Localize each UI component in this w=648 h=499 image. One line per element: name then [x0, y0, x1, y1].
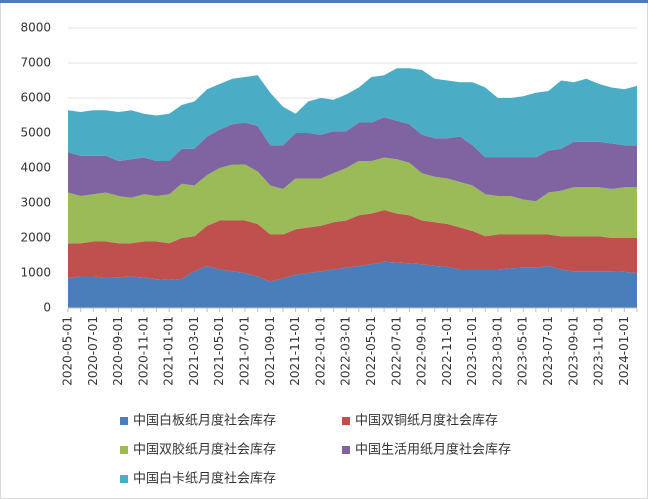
x-tick-label: 2021-03-01	[187, 316, 201, 386]
legend-swatch	[342, 446, 350, 454]
x-tick-label: 2020-05-01	[61, 316, 75, 386]
x-tick-label: 2023-11-01	[592, 316, 606, 386]
y-tick-label: 8000	[20, 21, 51, 35]
y-tick-label: 4000	[20, 161, 51, 175]
axes: 0 1000 2000 3000 4000 5000 6000 7000 8000 2020-05…	[20, 21, 638, 386]
x-tick-label: 2023-01-01	[465, 316, 479, 386]
x-tick-label: 2022-01-01	[313, 316, 327, 386]
y-tick-label: 1000	[20, 266, 51, 280]
x-tick-label: 2023-07-01	[541, 316, 555, 386]
x-tick-label: 2023-03-01	[490, 316, 504, 386]
area-series	[68, 157, 637, 244]
x-tick-label: 2021-09-01	[263, 316, 277, 386]
y-tick-label: 2000	[20, 231, 51, 245]
x-tick-label: 2022-05-01	[364, 316, 378, 386]
legend-label: 中国双胶纸月度社会库存	[133, 442, 276, 458]
y-tick-label: 7000	[20, 56, 51, 70]
y-tick-label: 6000	[20, 91, 51, 105]
x-tick-label: 2024-01-01	[617, 316, 631, 386]
x-tick-label: 2023-09-01	[566, 316, 580, 386]
x-tick-label: 2021-11-01	[288, 316, 302, 386]
legend-label: 中国白卡纸月度社会库存	[133, 471, 276, 487]
plot-area	[68, 68, 637, 308]
x-tick-label: 2022-11-01	[440, 316, 454, 386]
area-series	[68, 68, 637, 161]
x-tick-label: 2021-07-01	[238, 316, 252, 386]
y-tick-label: 0	[43, 301, 51, 315]
legend-label: 中国生活用纸月度社会库存	[355, 442, 511, 458]
legend-label: 中国双铜纸月度社会库存	[355, 413, 498, 429]
legend-swatch	[342, 417, 350, 425]
x-tick-label: 2020-07-01	[86, 316, 100, 386]
legend-label: 中国白板纸月度社会库存	[133, 413, 276, 429]
y-tick-label: 3000	[20, 196, 51, 210]
x-tick-label: 2021-05-01	[212, 316, 226, 386]
area-series	[68, 117, 637, 202]
x-tick-label: 2022-09-01	[415, 316, 429, 386]
x-tick-label: 2021-01-01	[162, 316, 176, 386]
x-tick-label: 2022-03-01	[339, 316, 353, 386]
legend-swatch	[120, 446, 128, 454]
x-tick-label: 2020-09-01	[111, 316, 125, 386]
legend-swatch	[120, 417, 128, 425]
x-tick-label: 2022-07-01	[389, 316, 403, 386]
area-series	[68, 210, 637, 282]
x-tick-label: 2023-05-01	[516, 316, 530, 386]
legend-swatch	[120, 475, 128, 483]
x-tick-label: 2020-11-01	[136, 316, 150, 386]
area-series	[68, 261, 637, 308]
y-tick-label: 5000	[20, 126, 51, 140]
